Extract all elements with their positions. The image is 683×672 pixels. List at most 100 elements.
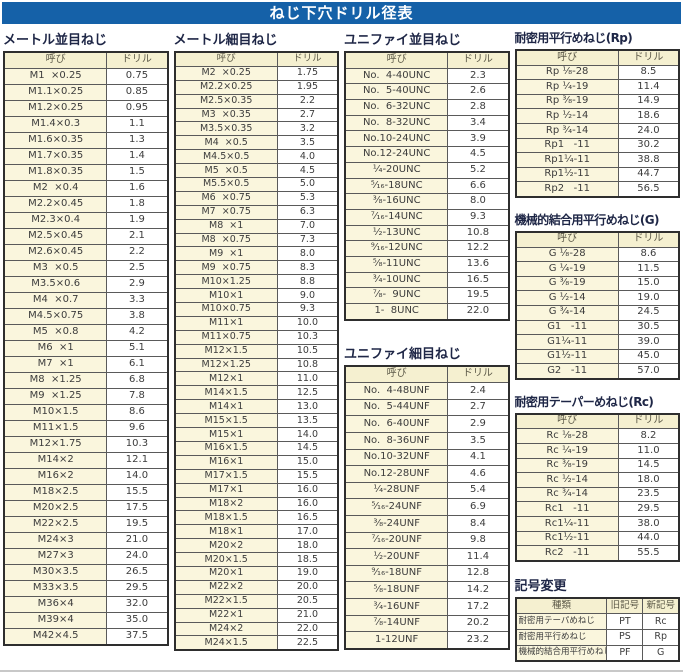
thread-size-cell: No. 8-32UNC bbox=[344, 114, 449, 132]
drill-size-cell: 8.6 bbox=[617, 246, 680, 263]
table-row: M5 ×0.5 4.5 bbox=[174, 163, 339, 179]
drill-size-cell: 12.8 bbox=[447, 564, 509, 583]
column-header: ドリル bbox=[276, 51, 339, 67]
drill-size-cell: 2.3 bbox=[447, 67, 509, 85]
column-header: ドリル bbox=[617, 413, 680, 430]
table-row: No. 8-36UNF 3.5 bbox=[344, 432, 509, 450]
drill-size-cell: 20.5 bbox=[276, 593, 339, 609]
drill-size-cell: 0.75 bbox=[106, 68, 168, 85]
symbol-change-table: 種類 旧記号 新記号 耐密用テーパめねじ PT Rc 耐密用平行めねじ PS Rp 機械的結合用平… bbox=[514, 596, 680, 663]
thread-size-cell: M2.5×0.35 bbox=[174, 93, 278, 109]
thread-size-cell: M8 ×1.25 bbox=[3, 372, 108, 389]
thread-size-cell: M1.4×0.3 bbox=[3, 116, 108, 133]
table-row: M39×4 35.0 bbox=[3, 612, 168, 629]
table-row: Rc1¹⁄₄-11 38.0 bbox=[515, 516, 680, 532]
table-row: No. 8-32UNC 3.4 bbox=[344, 114, 509, 132]
section-title-rp: 耐密用平行めねじ(Rp) bbox=[514, 31, 633, 45]
table-row: M1.4×0.3 1.1 bbox=[3, 116, 168, 133]
thread-size-cell: ⁵⁄₁₆-24UNF bbox=[344, 498, 449, 517]
thread-size-cell: 耐密用テーパめねじ bbox=[514, 613, 608, 630]
table-row: Rp ¹⁄₂-14 18.6 bbox=[515, 108, 680, 124]
drill-size-cell: 2.6 bbox=[447, 83, 509, 101]
thread-size-cell: ¹⁄₄-20UNC bbox=[344, 161, 449, 179]
table-row: M18×2.5 15.5 bbox=[3, 484, 168, 501]
table-row: M20×2.5 17.5 bbox=[3, 500, 168, 517]
drill-size-cell: 10.0 bbox=[276, 315, 339, 331]
drill-size-cell: 37.5 bbox=[106, 628, 168, 646]
thread-size-cell: M1.6×0.35 bbox=[3, 132, 108, 149]
column-header: ドリル bbox=[447, 51, 509, 69]
drill-size-cell: 7.0 bbox=[276, 218, 339, 234]
drill-size-cell: 12.1 bbox=[106, 452, 168, 469]
drill-size-cell: 12.5 bbox=[276, 385, 339, 401]
drill-size-cell: 11.5 bbox=[617, 261, 680, 277]
thread-size-cell: ⁵⁄₈-18UNF bbox=[344, 581, 449, 599]
thread-size-cell: M5 ×0.5 bbox=[174, 163, 278, 179]
table-row: M3.5×0.35 3.2 bbox=[174, 121, 339, 137]
table-row: M24×2 22.0 bbox=[174, 621, 339, 637]
thread-size-cell: Rc1¹⁄₄-11 bbox=[515, 516, 619, 532]
thread-size-cell: M10×1.5 bbox=[3, 404, 108, 421]
thread-size-cell: Rc ³⁄₄-14 bbox=[515, 486, 619, 503]
drill-size-cell: 15.0 bbox=[617, 275, 680, 292]
table-row: M14×1 13.0 bbox=[174, 399, 339, 415]
table-row: M4 ×0.7 3.3 bbox=[3, 292, 168, 309]
table-row: G1¹⁄₄-11 39.0 bbox=[515, 334, 680, 350]
column-pipe-threads: 耐密用平行めねじ(Rp) 呼び ドリル Rp ¹⁄₈-28 8.5 Rp ¹⁄₄-19 1… bbox=[514, 24, 680, 663]
drill-size-cell: 9.3 bbox=[276, 302, 339, 317]
drill-size-cell: 16.5 bbox=[276, 510, 339, 526]
table-row: Rc2 -11 55.5 bbox=[515, 545, 680, 562]
thread-size-cell: M14×1 bbox=[174, 399, 278, 415]
thread-size-cell: ¹⁄₄-28UNF bbox=[344, 481, 449, 500]
drill-size-cell: 16.0 bbox=[276, 482, 339, 498]
table-row: M16×1.5 14.5 bbox=[174, 440, 339, 456]
thread-size-cell: M4 ×0.7 bbox=[3, 292, 108, 309]
drill-size-cell: 5.3 bbox=[276, 190, 339, 206]
drill-size-cell: 2.1 bbox=[106, 228, 168, 245]
thread-size-cell: Rp1 -11 bbox=[515, 137, 619, 154]
table-row: M2.3×0.4 1.9 bbox=[3, 212, 168, 229]
section-title-symbol-change: 記号変更 bbox=[514, 578, 567, 594]
drill-size-cell: 17.2 bbox=[447, 598, 509, 616]
thread-size-cell: Rp ³⁄₄-14 bbox=[515, 122, 619, 139]
table-row: M27×3 24.0 bbox=[3, 548, 168, 565]
table-row: ³⁄₄-10UNC 16.5 bbox=[344, 271, 509, 289]
unified-fine-table: 呼び ドリル No. 4-48UNF 2.4 No. 5-44UNF 2.7 No. 6-4… bbox=[344, 364, 510, 650]
table-row: ¹⁄₄-28UNF 5.4 bbox=[344, 481, 509, 500]
thread-size-cell: M10×1.25 bbox=[174, 274, 278, 290]
drill-size-cell: 2.5 bbox=[106, 260, 168, 277]
table-row: M6 ×0.75 5.3 bbox=[174, 190, 339, 206]
drill-size-cell: 6.3 bbox=[276, 204, 339, 220]
table-row: No.12-28UNF 4.6 bbox=[344, 465, 509, 483]
table-row: M3.5×0.6 2.9 bbox=[3, 276, 168, 293]
column-header: ドリル bbox=[617, 49, 680, 66]
thread-size-cell: 1-12UNF bbox=[344, 631, 449, 650]
thread-size-cell: Rc2 -11 bbox=[515, 545, 619, 562]
table-row: G ¹⁄₄-19 11.5 bbox=[515, 261, 680, 277]
rp-table: 呼び ドリル Rp ¹⁄₈-28 8.5 Rp ¹⁄₄-19 11.4 Rp ³⁄₈-19 1… bbox=[514, 49, 680, 198]
table-row: M24×3 21.0 bbox=[3, 532, 168, 549]
drill-size-cell: 4.6 bbox=[447, 465, 509, 483]
table-row: 1-12UNF 23.2 bbox=[344, 631, 509, 650]
drill-size-cell: 7.3 bbox=[276, 232, 339, 248]
thread-size-cell: M9 ×1 bbox=[174, 246, 278, 262]
table-row: M20×1.5 18.5 bbox=[174, 552, 339, 567]
table-row: 耐密用平行めねじ PS Rp bbox=[514, 629, 680, 646]
table-row: M2.5×0.35 2.2 bbox=[174, 93, 339, 109]
table-row: ⁵⁄₈-11UNC 13.6 bbox=[344, 255, 509, 273]
thread-size-cell: M7 ×0.75 bbox=[174, 204, 278, 220]
table-row: M9 ×0.75 8.3 bbox=[174, 260, 339, 276]
table-row: M33×3.5 29.5 bbox=[3, 580, 168, 597]
drill-size-cell: 21.0 bbox=[276, 607, 339, 623]
thread-size-cell: M22×1.5 bbox=[174, 593, 278, 609]
thread-size-cell: G ¹⁄₂-14 bbox=[515, 290, 619, 306]
table-row: M12×1.75 10.3 bbox=[3, 436, 168, 453]
column-metric-coarse: メートル並目ねじ 呼び ドリル M1 ×0.25 0.75 M1.1×0.25 0.85 M… bbox=[3, 24, 169, 662]
drill-size-cell: 15.5 bbox=[106, 484, 168, 501]
thread-size-cell: M2.3×0.4 bbox=[3, 212, 108, 229]
thread-size-cell: Rc1 -11 bbox=[515, 501, 619, 518]
thread-size-cell: M2 ×0.25 bbox=[174, 65, 278, 81]
page-title: ねじ下穴ドリル径表 bbox=[2, 2, 681, 24]
thread-size-cell: M12×1.25 bbox=[174, 357, 278, 373]
drill-size-cell: 39.0 bbox=[617, 334, 680, 350]
